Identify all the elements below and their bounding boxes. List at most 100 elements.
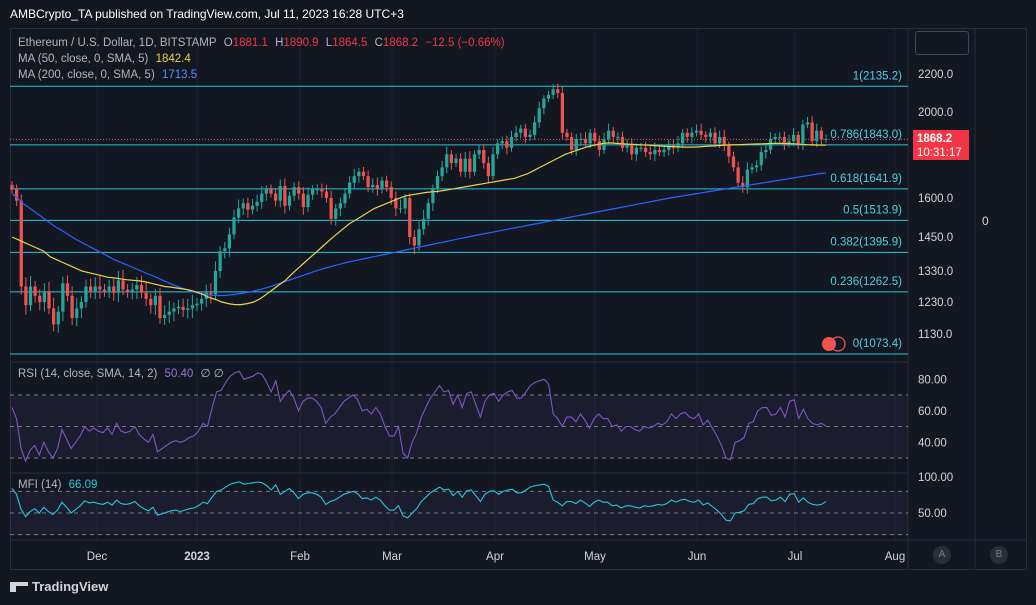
price-badge-countdown: 10:31:17: [917, 147, 962, 159]
candle-body: [486, 163, 490, 177]
candle-body: [408, 198, 412, 237]
candle-body: [805, 122, 810, 125]
price-tick-label: 1600.0: [918, 193, 953, 205]
candle-body: [24, 286, 28, 306]
candle-body: [704, 134, 708, 137]
candle-body: [482, 149, 486, 164]
scale-button-a[interactable]: A: [933, 546, 951, 564]
top-right-button[interactable]: [915, 31, 969, 55]
candle-body: [195, 303, 199, 306]
right-scale-zero: 0: [982, 214, 989, 228]
candle-body: [514, 132, 518, 137]
candle-body: [144, 292, 148, 299]
candle-body: [699, 130, 703, 135]
candle-body: [116, 280, 120, 293]
candle-body: [750, 167, 754, 170]
candle-body: [412, 237, 416, 246]
candle-body: [417, 229, 421, 246]
candle-body: [445, 154, 449, 168]
time-tick-label: Dec: [87, 551, 108, 563]
symbol-label: Ethereum / U.S. Dollar, 1D, BITSTAMP: [18, 37, 217, 49]
candle-body: [792, 134, 796, 142]
candle-body: [153, 295, 157, 306]
mfi-value: 66.09: [68, 479, 98, 491]
mfi-label: MFI (14): [18, 479, 62, 491]
candle-body: [681, 132, 685, 144]
candle-body: [334, 208, 338, 219]
price-tick-label: 2200.0: [918, 69, 953, 81]
candle-body: [260, 193, 264, 202]
candle-body: [89, 286, 93, 292]
candle-body: [361, 171, 366, 177]
high-label: H: [275, 37, 284, 49]
price-badge-price: 1868.2: [917, 133, 953, 145]
candle-body: [218, 251, 222, 271]
candle-body: [10, 184, 14, 190]
scale-button-b[interactable]: B: [990, 546, 1008, 564]
candle-body: [690, 132, 694, 137]
candle-body: [139, 284, 144, 293]
chart-frame[interactable]: [10, 28, 1027, 570]
candle-body: [644, 147, 648, 153]
time-tick-label: Mar: [382, 551, 402, 563]
ma50-value: 1842.4: [155, 53, 191, 65]
legend-ma200: MA (200, close, 0, SMA, 5) 1713.5: [18, 67, 201, 83]
candle-body: [542, 98, 546, 109]
candle-body: [269, 189, 273, 194]
candle-body: [611, 130, 615, 137]
candle-body: [403, 198, 407, 209]
candle-body: [237, 208, 241, 218]
candle-body: [98, 286, 102, 290]
candle-body: [472, 154, 477, 172]
time-tick-label: Feb: [290, 551, 310, 563]
candle-body: [815, 130, 819, 142]
candle-body: [121, 280, 125, 290]
candle-body: [676, 143, 680, 148]
candle-body: [33, 286, 37, 296]
candle-body: [773, 136, 777, 139]
candle-body: [102, 289, 107, 292]
candle-body: [93, 286, 97, 292]
candle-body: [352, 176, 356, 183]
candle-body: [708, 132, 712, 137]
rsi-tick-label: 60.00: [918, 406, 947, 418]
candle-body: [440, 167, 444, 177]
rsi-line: [11, 370, 827, 463]
candle-body: [246, 203, 250, 210]
close-value: 1868.2: [382, 37, 419, 49]
candle-body: [764, 149, 768, 153]
candle-body: [634, 147, 638, 155]
fib-label: 0.618(1641.9): [830, 173, 902, 185]
candle-body: [500, 141, 504, 144]
candle-body: [70, 295, 74, 318]
open-label: O: [223, 37, 233, 49]
candle-body: [15, 189, 19, 201]
candle-body: [694, 130, 699, 133]
candle-body: [297, 187, 301, 194]
price-tick-label: 1450.0: [918, 232, 953, 244]
candle-body: [731, 156, 736, 168]
footer-brand: TradingView: [32, 579, 109, 595]
candle-body: [556, 89, 560, 93]
rsi-value: 50.40: [164, 368, 194, 380]
candle-body: [745, 169, 749, 188]
candle-body: [533, 122, 537, 135]
candle-body: [422, 218, 426, 230]
candle-body: [768, 139, 773, 150]
close-label: C: [374, 37, 383, 49]
ma200-label: MA (200, close, 0, SMA, 5): [18, 69, 155, 81]
published-header: AMBCrypto_TA published on TradingView.co…: [10, 7, 404, 21]
axes: 2200.02000.01870.01600.01450.01330.01230…: [87, 69, 953, 563]
open-value: 1881.1: [232, 37, 268, 49]
legend-ma50: MA (50, close, 0, SMA, 5) 1842.4: [18, 51, 195, 67]
candle-body: [528, 134, 532, 137]
mfi-pane: 100.00 50.00: [10, 472, 953, 536]
low-label: L: [325, 37, 333, 49]
fib-label: 0.786(1843.0): [830, 129, 902, 141]
candle-body: [593, 132, 597, 142]
candle-body: [371, 184, 375, 188]
candle-body: [755, 165, 759, 168]
candle-body: [52, 308, 56, 325]
candle-body: [223, 248, 227, 252]
